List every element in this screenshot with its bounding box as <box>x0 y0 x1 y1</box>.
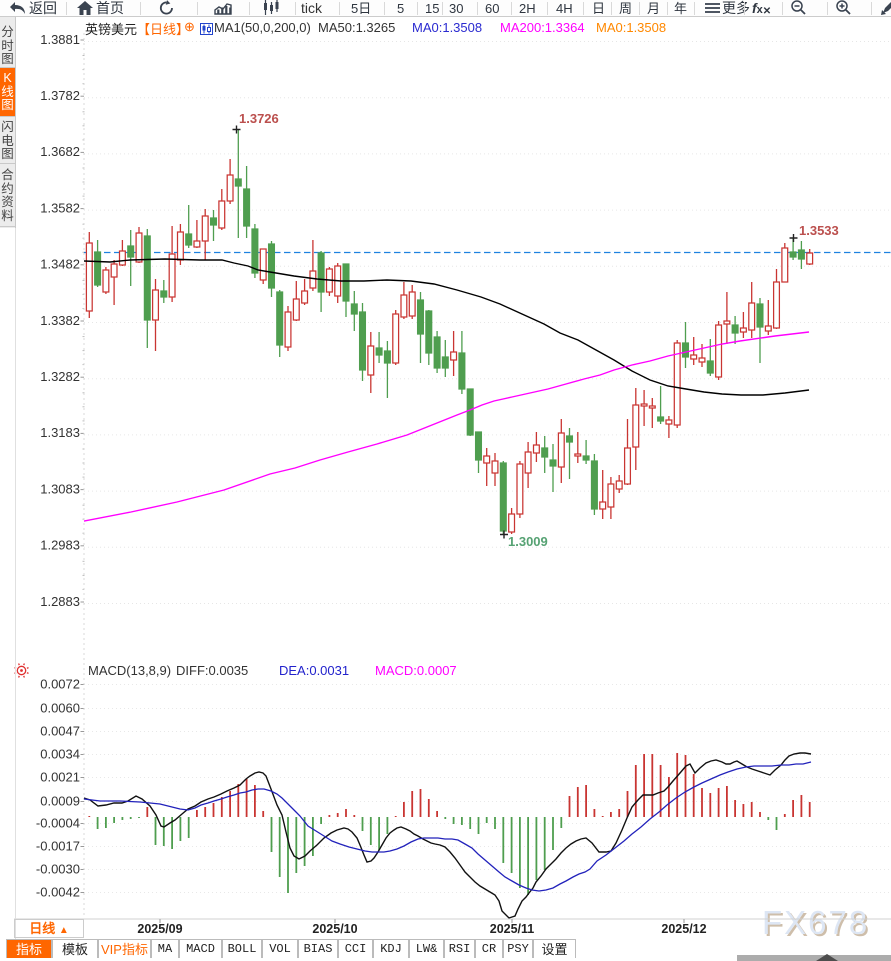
svg-text:1.3533: 1.3533 <box>799 223 839 238</box>
svg-text:1.3482: 1.3482 <box>40 257 80 272</box>
svg-text:-0.0017: -0.0017 <box>36 839 80 854</box>
svg-text:1.3009: 1.3009 <box>508 534 548 549</box>
svg-text:2025/09: 2025/09 <box>137 922 182 936</box>
svg-text:0.0060: 0.0060 <box>40 701 80 716</box>
svg-text:0.0009: 0.0009 <box>40 794 80 809</box>
svg-text:1.3881: 1.3881 <box>40 32 80 47</box>
svg-text:1.3582: 1.3582 <box>40 200 80 215</box>
svg-text:1.2883: 1.2883 <box>40 594 80 609</box>
svg-text:2025/12: 2025/12 <box>661 922 706 936</box>
svg-text:1.3726: 1.3726 <box>239 111 279 126</box>
svg-text:2025/11: 2025/11 <box>490 922 535 936</box>
svg-text:-0.0004: -0.0004 <box>36 816 80 831</box>
svg-text:-0.0030: -0.0030 <box>36 862 80 877</box>
svg-text:FX678: FX678 <box>764 906 871 943</box>
svg-text:0.0047: 0.0047 <box>40 724 80 739</box>
svg-text:1.2983: 1.2983 <box>40 538 80 553</box>
svg-text:1.3083: 1.3083 <box>40 481 80 496</box>
svg-text:2025/10: 2025/10 <box>312 922 357 936</box>
svg-text:-0.0042: -0.0042 <box>36 885 80 900</box>
svg-text:FX678: FX678 <box>762 904 869 941</box>
svg-text:1.3682: 1.3682 <box>40 144 80 159</box>
svg-text:1.3382: 1.3382 <box>40 313 80 328</box>
svg-text:1.3183: 1.3183 <box>40 425 80 440</box>
svg-text:0.0034: 0.0034 <box>40 747 80 762</box>
svg-text:0.0021: 0.0021 <box>40 770 80 785</box>
svg-text:1.3282: 1.3282 <box>40 369 80 384</box>
svg-text:1.3782: 1.3782 <box>40 88 80 103</box>
svg-text:0.0072: 0.0072 <box>40 677 80 692</box>
